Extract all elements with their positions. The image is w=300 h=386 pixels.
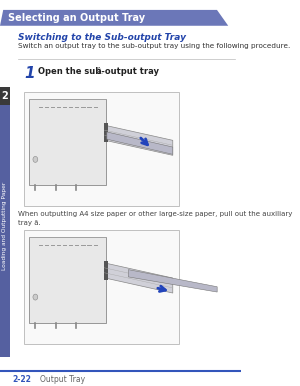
Text: Output Tray: Output Tray: [40, 376, 85, 384]
Text: Selecting an Output Tray: Selecting an Output Tray: [8, 14, 145, 23]
Polygon shape: [128, 270, 217, 292]
Bar: [29, 99, 106, 185]
Polygon shape: [107, 132, 173, 154]
Bar: [0, 87, 10, 105]
Bar: [24, 230, 179, 344]
Text: Switch an output tray to the sub-output tray using the following procedure.: Switch an output tray to the sub-output …: [18, 42, 290, 49]
Polygon shape: [104, 263, 173, 293]
Text: Open the sub-output tray: Open the sub-output tray: [38, 68, 162, 76]
Text: â.: â.: [96, 68, 103, 76]
Text: 2-22: 2-22: [12, 376, 31, 384]
Text: 2: 2: [2, 91, 8, 101]
Text: When outputting A4 size paper or other large-size paper, pull out the auxiliary
: When outputting A4 size paper or other l…: [18, 211, 292, 225]
Polygon shape: [104, 125, 173, 155]
Bar: [24, 92, 179, 206]
Text: Loading and Outputting Paper: Loading and Outputting Paper: [2, 182, 7, 270]
Text: Switching to the Sub-output Tray: Switching to the Sub-output Tray: [18, 33, 186, 42]
Bar: [0, 87, 10, 357]
Text: 1: 1: [24, 66, 35, 81]
Bar: [29, 237, 106, 323]
Bar: [104, 261, 108, 280]
Bar: [104, 123, 108, 142]
Polygon shape: [0, 10, 228, 26]
Circle shape: [33, 156, 38, 163]
Circle shape: [33, 294, 38, 300]
